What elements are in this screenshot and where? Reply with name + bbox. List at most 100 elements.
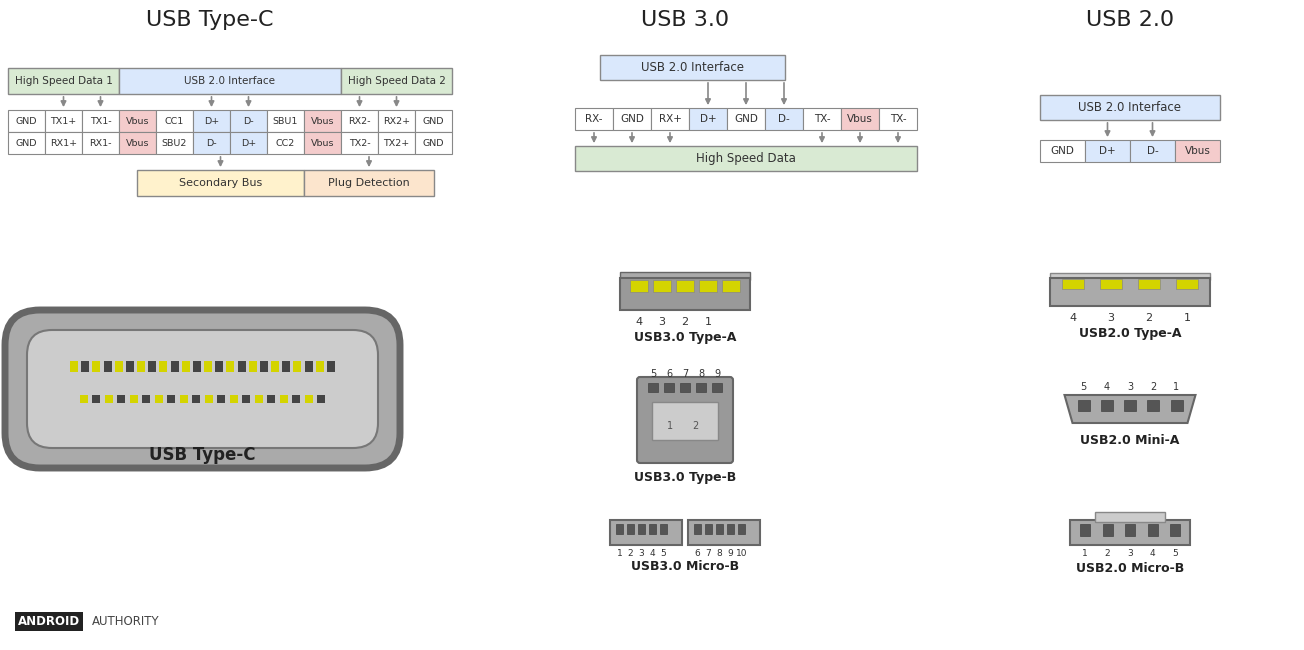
- Bar: [142, 395, 150, 403]
- Text: USB 2.0: USB 2.0: [1086, 10, 1174, 30]
- Bar: [279, 395, 288, 403]
- Bar: [82, 132, 119, 154]
- Bar: [305, 395, 313, 403]
- Bar: [1061, 279, 1084, 289]
- Bar: [1085, 140, 1131, 162]
- Bar: [215, 361, 223, 372]
- Bar: [82, 110, 119, 132]
- Bar: [415, 132, 452, 154]
- Text: CC1: CC1: [164, 116, 184, 125]
- Bar: [1102, 524, 1112, 536]
- Text: Plug Detection: Plug Detection: [329, 178, 409, 188]
- Text: 1: 1: [1184, 313, 1191, 323]
- Bar: [46, 132, 82, 154]
- Text: GND: GND: [734, 114, 758, 124]
- Bar: [696, 383, 705, 392]
- Bar: [180, 395, 188, 403]
- Bar: [130, 395, 138, 403]
- Bar: [648, 383, 659, 392]
- Bar: [103, 361, 112, 372]
- Text: SBU1: SBU1: [273, 116, 299, 125]
- Text: USB3.0 Type-B: USB3.0 Type-B: [634, 471, 737, 484]
- Text: TX2+: TX2+: [383, 138, 409, 148]
- Bar: [1170, 524, 1180, 536]
- Bar: [600, 55, 785, 80]
- Text: 7: 7: [705, 549, 712, 558]
- Text: USB 2.0 Interface: USB 2.0 Interface: [1078, 101, 1181, 114]
- Bar: [167, 395, 175, 403]
- Text: USB Type-C: USB Type-C: [149, 446, 256, 464]
- Bar: [1148, 400, 1159, 411]
- Text: TX-: TX-: [814, 114, 831, 124]
- Bar: [1050, 278, 1210, 306]
- Bar: [254, 395, 262, 403]
- Text: 2: 2: [692, 421, 698, 431]
- Text: SBU2: SBU2: [162, 138, 188, 148]
- Bar: [267, 110, 304, 132]
- Bar: [619, 278, 750, 310]
- Text: 2: 2: [1145, 313, 1153, 323]
- Text: 1: 1: [704, 317, 712, 327]
- Bar: [237, 361, 245, 372]
- Bar: [1071, 520, 1191, 545]
- Text: RX+: RX+: [659, 114, 682, 124]
- Bar: [137, 170, 304, 196]
- Bar: [155, 395, 163, 403]
- Bar: [652, 402, 719, 440]
- Bar: [316, 361, 323, 372]
- Bar: [304, 170, 434, 196]
- Bar: [171, 361, 179, 372]
- Bar: [765, 108, 803, 130]
- Bar: [249, 361, 257, 372]
- FancyBboxPatch shape: [636, 377, 733, 463]
- Text: 8: 8: [717, 549, 722, 558]
- Bar: [664, 383, 674, 392]
- Bar: [712, 383, 722, 392]
- Bar: [193, 110, 230, 132]
- Bar: [205, 361, 213, 372]
- Text: 4: 4: [635, 317, 643, 327]
- Text: High Speed Data 1: High Speed Data 1: [14, 76, 112, 86]
- Text: 9: 9: [713, 369, 720, 379]
- Text: GND: GND: [621, 114, 644, 124]
- FancyBboxPatch shape: [5, 310, 400, 468]
- Text: USB3.0 Micro-B: USB3.0 Micro-B: [631, 560, 739, 573]
- Bar: [1080, 524, 1090, 536]
- Text: GND: GND: [16, 116, 38, 125]
- Text: GND: GND: [422, 138, 445, 148]
- Text: TX1+: TX1+: [51, 116, 77, 125]
- Bar: [93, 361, 100, 372]
- Text: TX1-: TX1-: [90, 116, 111, 125]
- Text: USB Type-C: USB Type-C: [146, 10, 274, 30]
- Bar: [193, 132, 230, 154]
- Text: 3: 3: [1127, 549, 1133, 558]
- Text: GND: GND: [1051, 146, 1074, 156]
- Text: 3: 3: [1127, 382, 1133, 392]
- Text: 5: 5: [1081, 382, 1086, 392]
- Text: 5: 5: [661, 549, 666, 558]
- Bar: [1148, 524, 1158, 536]
- Text: 4: 4: [1069, 313, 1077, 323]
- Text: RX-: RX-: [585, 114, 602, 124]
- Bar: [342, 68, 452, 94]
- Bar: [638, 524, 645, 534]
- Bar: [728, 524, 734, 534]
- Bar: [119, 132, 156, 154]
- Text: 5: 5: [1172, 549, 1178, 558]
- Text: TX2-: TX2-: [348, 138, 370, 148]
- Bar: [679, 383, 690, 392]
- Bar: [575, 108, 613, 130]
- Bar: [93, 395, 100, 403]
- Bar: [267, 132, 304, 154]
- Bar: [8, 132, 46, 154]
- Bar: [267, 395, 275, 403]
- Text: D-: D-: [778, 114, 790, 124]
- Text: 4: 4: [1150, 549, 1155, 558]
- Bar: [342, 132, 378, 154]
- Text: USB3.0 Type-A: USB3.0 Type-A: [634, 332, 737, 344]
- Bar: [218, 395, 226, 403]
- Bar: [70, 361, 78, 372]
- Bar: [317, 395, 325, 403]
- Text: Vbus: Vbus: [310, 138, 334, 148]
- Text: GND: GND: [16, 138, 38, 148]
